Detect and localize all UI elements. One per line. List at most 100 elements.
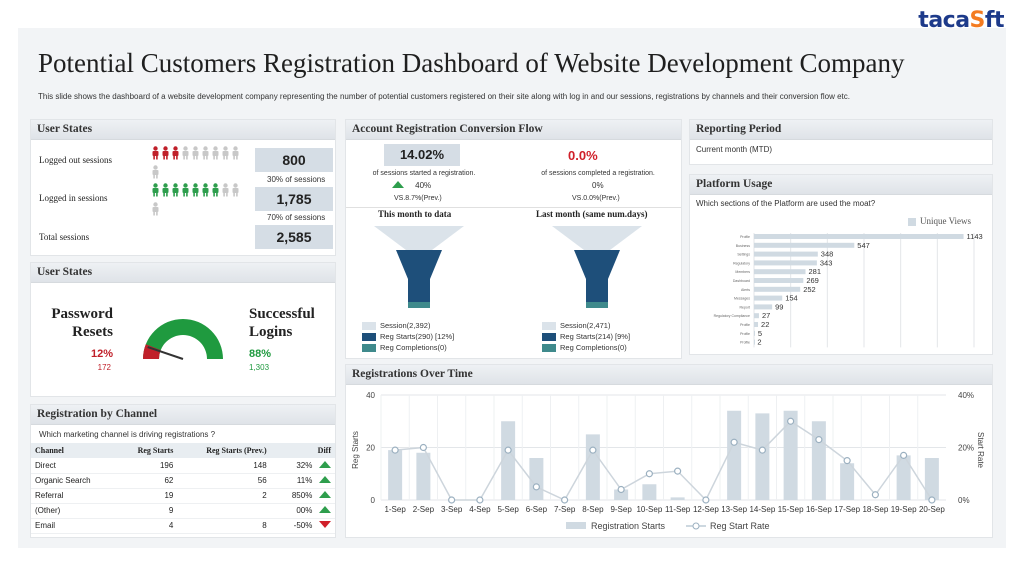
- person-icon: [192, 146, 199, 160]
- x-tick-label: 11-Sep: [665, 505, 691, 514]
- reg-starts: 19: [117, 488, 178, 504]
- x-tick-label: 10-Sep: [636, 505, 662, 514]
- panel-title: User States: [31, 120, 335, 140]
- registration-by-channel-panel: Registration by Channel Which marketing …: [30, 404, 336, 538]
- gauge-success-arc: [143, 319, 223, 359]
- y-right-tick-label: 40%: [958, 391, 974, 400]
- platform-label: Members: [735, 270, 750, 274]
- reg-start-rate-point: [448, 496, 456, 504]
- platform-value: 269: [806, 276, 819, 285]
- person-icon: [192, 183, 199, 197]
- person-icon: [212, 146, 219, 160]
- last-month-legend: Session(2,471) Reg Starts(214) [9%] Reg …: [542, 320, 630, 353]
- platform-bar: [754, 242, 855, 248]
- channel-name: Email: [31, 518, 118, 534]
- completion-rate-change: 0%: [592, 181, 604, 190]
- person-icon: [182, 146, 189, 160]
- person-icon: [162, 146, 169, 160]
- x-tick-label: 16-Sep: [806, 505, 832, 514]
- channel-name: Direct: [31, 458, 118, 474]
- reporting-period-value[interactable]: Current month (MTD): [696, 145, 773, 154]
- platform-label: Profile: [740, 323, 750, 327]
- panel-title: User States: [31, 263, 335, 283]
- x-tick-label: 1-Sep: [384, 505, 406, 514]
- reg-start-rate-point: [419, 443, 427, 452]
- platform-label: Profile: [740, 341, 750, 345]
- platform-value: 22: [761, 320, 769, 329]
- x-tick-label: 9-Sep: [610, 505, 632, 514]
- y-tick-label: 40: [366, 391, 375, 400]
- platform-value: 1143: [967, 232, 983, 241]
- person-icon: [202, 183, 209, 197]
- password-resets-count: 172: [97, 363, 111, 372]
- platform-label: Alerts: [741, 288, 750, 292]
- reg-starts-prev: 148: [177, 458, 271, 474]
- person-icon: [152, 183, 159, 197]
- funnel-sessions: [374, 226, 464, 250]
- trend-up-icon: [319, 491, 331, 498]
- reg-start-rate-point: [815, 436, 823, 444]
- channel-question: Which marketing channel is driving regis…: [39, 430, 216, 439]
- registration-bar: [840, 463, 855, 500]
- conversion-flow-panel: Account Registration Conversion Flow 14.…: [345, 119, 682, 359]
- channel-name: Referral: [31, 488, 118, 504]
- successful-logins-pct: 88%: [249, 348, 272, 360]
- user-states-gauge-panel: User States Password Resets 12% 172 Succe…: [30, 262, 336, 397]
- platform-bar: [754, 260, 817, 266]
- channel-name: Organic Search: [31, 473, 118, 489]
- x-tick-label: 14-Sep: [749, 505, 775, 514]
- registration-bar: [529, 458, 544, 500]
- x-tick-label: 18-Sep: [862, 505, 888, 514]
- platform-bar-chart: Profile 1143 Business 547 Settings 348 Regulat…: [714, 232, 983, 348]
- reg-start-rate-point: [871, 491, 879, 499]
- person-icon: [172, 183, 179, 197]
- this-month-funnel: [374, 226, 464, 308]
- y-right-tick-label: 20%: [958, 444, 974, 453]
- col-reg-starts-prev: Reg Starts (Prev.): [177, 443, 271, 458]
- last-month-funnel: [552, 226, 642, 308]
- col-reg-starts: Reg Starts: [117, 443, 178, 458]
- page-title: Potential Customers Registration Dashboa…: [38, 48, 905, 78]
- completion-rate-value: 0.0%: [568, 148, 598, 163]
- reg-start-rate-point: [674, 467, 682, 475]
- successful-logins-label: Successful Logins: [249, 306, 315, 340]
- registration-bar: [811, 421, 826, 500]
- person-icon: [232, 146, 239, 160]
- panel-title: Platform Usage: [690, 175, 992, 195]
- diff-cell: 32%: [270, 458, 335, 474]
- x-tick-label: 12-Sep: [693, 505, 719, 514]
- reg-starts-prev: 8: [177, 518, 271, 534]
- registration-bar: [755, 413, 770, 500]
- registrations-chart: 0 0% 20 20% 40 40% 1-Sep 2-Sep 3-Sep 4-Sep 5-Sep 6-…: [351, 391, 985, 531]
- platform-bar: [754, 295, 783, 301]
- panel-title: Registrations Over Time: [346, 365, 992, 385]
- x-tick-label: 13-Sep: [721, 505, 747, 514]
- registration-bar: [388, 450, 403, 500]
- start-rate-vs: VS.8.7%(Prev.): [394, 195, 442, 202]
- funnel-reg-completions: [408, 302, 430, 308]
- y-tick-label: 20: [366, 444, 375, 453]
- person-icon: [172, 146, 179, 160]
- registration-bar: [585, 434, 600, 500]
- platform-label: Profile: [740, 332, 750, 336]
- platform-bar: [754, 234, 964, 239]
- trend-up-icon: [319, 506, 331, 513]
- reg-start-rate-point: [787, 417, 795, 425]
- platform-bar: [754, 339, 755, 345]
- reg-starts: 4: [117, 518, 178, 534]
- person-icon: [212, 183, 219, 197]
- this-month-legend: Session(2,392) Reg Starts(290) [12%] Reg…: [362, 320, 454, 353]
- pct-sessions-out: 30% of sessions: [267, 175, 326, 184]
- page-subtitle: This slide shows the dashboard of a webs…: [38, 92, 851, 101]
- this-month-label: This month to data: [378, 209, 452, 219]
- platform-label: Business: [736, 244, 750, 248]
- x-tick-label: 7-Sep: [554, 505, 576, 514]
- password-resets-pct: 12%: [90, 348, 113, 360]
- platform-label: Report: [739, 305, 750, 309]
- x-tick-label: 20-Sep: [919, 505, 945, 514]
- reg-start-rate-point: [645, 470, 653, 478]
- x-tick-label: 6-Sep: [526, 505, 548, 514]
- person-icon: [152, 202, 159, 216]
- y-right-tick-label: 0%: [958, 496, 970, 505]
- col-diff: Diff: [270, 443, 335, 458]
